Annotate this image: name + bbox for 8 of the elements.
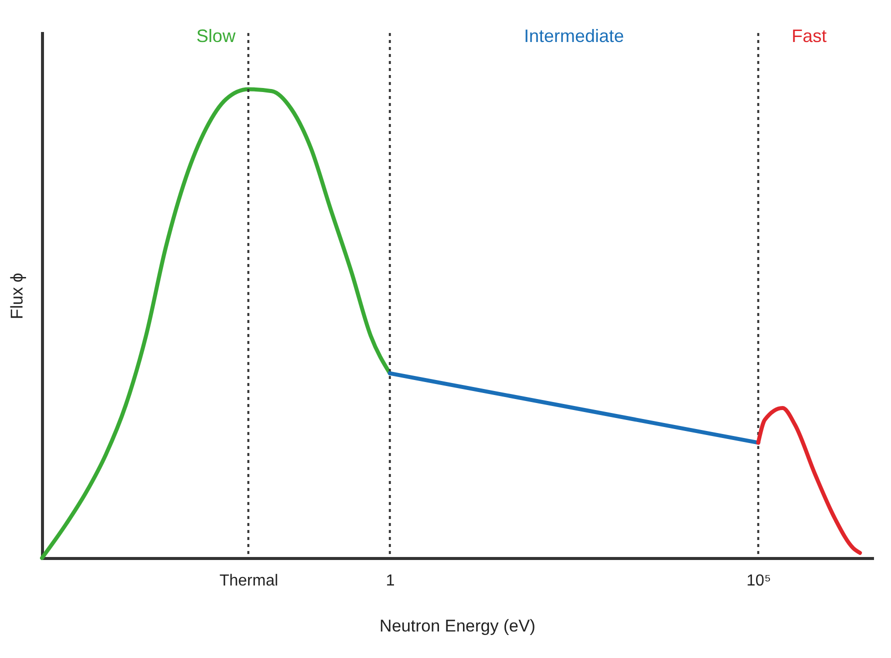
x-tick-label: 10⁵ (746, 572, 771, 590)
text: Slow (196, 26, 236, 46)
x-tick-label: 1 (386, 572, 395, 590)
x-tick-label: Thermal (219, 572, 278, 590)
y-axis-title: Flux ϕ (8, 272, 26, 320)
text: Fast (792, 26, 827, 46)
text: Intermediate (524, 26, 624, 46)
x-axis-title: Neutron Energy (eV) (380, 616, 536, 636)
